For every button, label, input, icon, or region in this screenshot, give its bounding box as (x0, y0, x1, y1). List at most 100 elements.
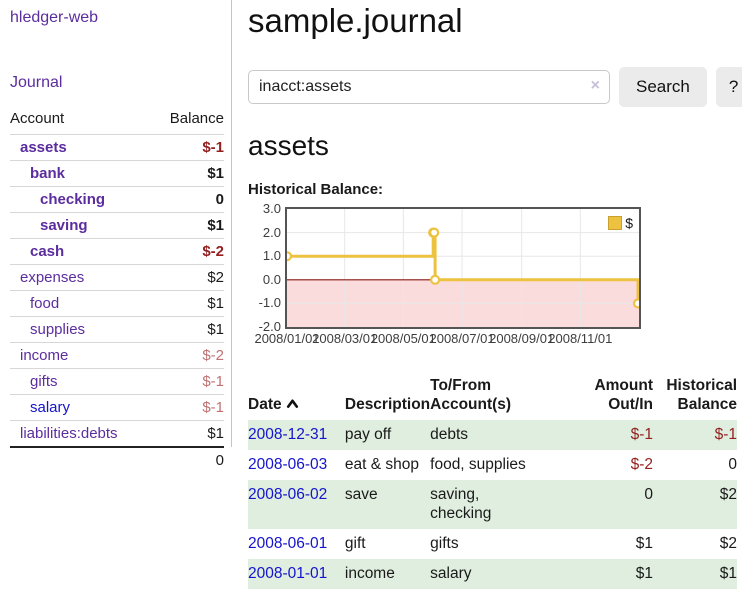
sort-ascending-icon (286, 395, 299, 414)
search-form: × Search ? (248, 67, 742, 107)
account-link-cash[interactable]: cash (30, 243, 65, 260)
register-amount: $1 (635, 565, 653, 582)
app-title-link[interactable]: hledger-web (10, 9, 99, 26)
chart-heading: Historical Balance: (248, 181, 384, 198)
account-link-salary[interactable]: salary (30, 399, 71, 416)
register-accounts: gifts (430, 535, 459, 552)
register-balance: $1 (719, 565, 737, 582)
register-row: 2008-06-01 gift gifts $1 $2 (248, 529, 737, 559)
page-title: sample.journal (248, 2, 463, 39)
register-description: pay off (344, 426, 392, 443)
register-date-link[interactable]: 2008-01-01 (248, 565, 328, 582)
chart-x-tick-label: 2008/11/01 (548, 331, 613, 346)
register-accounts: saving, checking (430, 486, 492, 522)
register-date-link[interactable]: 2008-12-31 (248, 426, 328, 443)
chart-x-tick-label: 2008/05/01 (370, 331, 436, 346)
search-button[interactable]: Search (619, 67, 707, 107)
accounts-total-row: 0 (10, 446, 224, 473)
account-balance: $-1 (152, 134, 224, 161)
chart-y-tick-label: 2.0 (262, 224, 281, 240)
accounts-header-balance: Balance (169, 110, 224, 127)
chart-plot-area: $ (285, 207, 641, 329)
register-row: 2008-12-31 pay off debts $-1 $-1 (248, 420, 737, 450)
register-row: 2008-06-03 eat & shop food, supplies $-2 0 (248, 450, 737, 480)
account-link-supplies[interactable]: supplies (30, 321, 86, 338)
register-amount: $-2 (630, 456, 653, 473)
chart-y-tick-label: -1.0 (258, 295, 281, 311)
account-row: cash $-2 (10, 238, 224, 265)
register-header-accounts: To/From Account(s) (430, 377, 512, 413)
account-balance: $1 (152, 212, 224, 239)
register-balance: $2 (719, 535, 737, 552)
account-balance: $1 (152, 290, 224, 317)
register-description: eat & shop (344, 456, 419, 473)
account-balance: $1 (152, 316, 224, 343)
legend-swatch-icon (608, 216, 623, 230)
chart-x-tick-label: 2008/03/01 (312, 331, 378, 346)
account-heading: assets (248, 130, 329, 161)
account-row: supplies $1 (10, 316, 224, 343)
search-input[interactable] (248, 70, 610, 104)
register-accounts: food, supplies (430, 456, 526, 473)
register-date-link[interactable]: 2008-06-03 (248, 456, 328, 473)
chart-y-tick-label: 1.0 (262, 248, 281, 264)
register-header-description: Description (344, 396, 431, 413)
account-row: expenses $2 (10, 264, 224, 291)
register-header-date[interactable]: Date (248, 373, 345, 420)
accounts-table: Account Balance assets $-1 bank $1 checking 0… (10, 108, 224, 473)
chart-y-tick-label: 0.0 (262, 271, 281, 287)
account-link-food[interactable]: food (30, 295, 60, 312)
account-row: gifts $-1 (10, 368, 224, 395)
register-balance: $2 (719, 486, 737, 503)
register-header-amount: Amount Out/In (594, 377, 653, 413)
account-link-liabilities-debts[interactable]: liabilities:debts (20, 425, 118, 442)
account-balance: 0 (152, 186, 224, 213)
register-row: 2008-01-01 income salary $1 $1 (248, 559, 737, 589)
account-balance: $-2 (152, 238, 224, 265)
register-date-link[interactable]: 2008-06-02 (248, 486, 328, 503)
account-balance: $-1 (152, 394, 224, 421)
register-description: save (344, 486, 378, 503)
account-row: salary $-1 (10, 394, 224, 421)
register-amount: $1 (635, 535, 653, 552)
clear-search-icon[interactable]: × (590, 77, 600, 94)
account-row: saving $1 (10, 212, 224, 239)
accounts-header-account: Account (10, 110, 65, 127)
register-description: gift (344, 535, 366, 552)
main-content: sample.journal × Search ? assets Histori… (248, 0, 742, 589)
account-row: income $-2 (10, 342, 224, 369)
account-balance: $1 (152, 420, 224, 447)
account-link-checking[interactable]: checking (40, 191, 106, 208)
register-amount: $-1 (630, 426, 653, 443)
account-row: checking 0 (10, 186, 224, 213)
register-balance: 0 (728, 456, 737, 473)
register-row: 2008-06-02 save saving, checking 0 $2 (248, 480, 737, 529)
register-amount: 0 (644, 486, 653, 503)
accounts-total-value: 0 (152, 446, 224, 473)
legend-label: $ (625, 215, 633, 231)
account-link-saving[interactable]: saving (40, 217, 88, 234)
account-link-gifts[interactable]: gifts (30, 373, 58, 390)
chart-y-tick-label: -2.0 (258, 319, 281, 334)
account-link-expenses[interactable]: expenses (20, 269, 85, 286)
sidebar-item-journal[interactable]: Journal (10, 74, 63, 91)
sidebar: hledger-web Journal Account Balance asse… (0, 0, 232, 473)
account-balance: $1 (152, 160, 224, 187)
account-row: food $1 (10, 290, 224, 317)
search-help-button[interactable]: ? (715, 67, 742, 107)
account-link-assets[interactable]: assets (20, 139, 67, 156)
account-balance: $-2 (152, 342, 224, 369)
register-description: income (344, 565, 395, 582)
chart-x-tick-label: 2008/09/01 (489, 331, 555, 346)
register-accounts: salary (430, 565, 472, 582)
account-link-bank[interactable]: bank (30, 165, 66, 182)
register-accounts: debts (430, 426, 469, 443)
account-row: assets $-1 (10, 134, 224, 161)
register-table: Date Description To/From Account(s) Amou… (248, 373, 737, 589)
account-link-income[interactable]: income (20, 347, 69, 364)
chart-y-tick-label: 3.0 (262, 201, 281, 216)
register-date-link[interactable]: 2008-06-01 (248, 535, 328, 552)
chart-legend: $ (606, 214, 635, 232)
chart-x-tick-label: 2008/01/01 (254, 331, 320, 346)
chart-x-tick-label: 2008/07/01 (429, 331, 495, 346)
